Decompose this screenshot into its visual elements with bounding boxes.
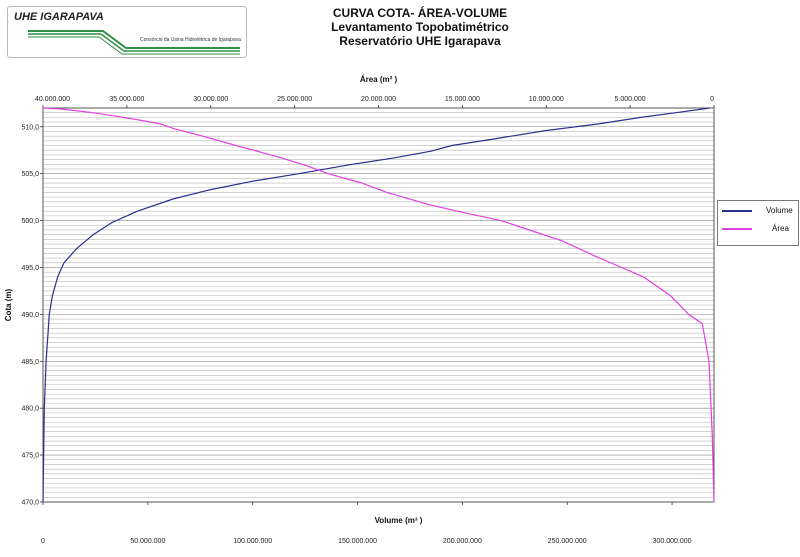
volume-tick-label: 250.000.000 (548, 538, 587, 545)
volume-tick-label: 150.000.000 (338, 538, 377, 545)
y-tick-label: 485,0 (21, 359, 39, 366)
logo-subtitle: Consórcio da Usina Hidrelétrica de Igara… (140, 37, 241, 43)
area-axis-label: Área (m² ) (360, 75, 398, 84)
series-line-area (42, 107, 715, 503)
chart-subtitle: Levantamento Topobatimétrico (331, 20, 509, 34)
legend-entry-area: Área (722, 223, 796, 235)
logo-graphic-icon (28, 30, 240, 55)
area-tick-label: 0 (710, 96, 714, 103)
area-tick-label: 20.000.000 (361, 96, 396, 103)
y-tick-label: 505,0 (21, 171, 39, 178)
series-line-volume (42, 107, 710, 503)
legend-entry-volume: Volume (722, 205, 796, 217)
y-tick-label: 495,0 (21, 265, 39, 272)
y-tick-label: 475,0 (21, 453, 39, 460)
cota-axis-label: Cota (m) (4, 288, 13, 321)
chart-subtitle-2: Reservatório UHE Igarapava (339, 34, 501, 48)
volume-tick-label: 200.000.000 (443, 538, 482, 545)
area-tick-label: 10.000.000 (529, 96, 564, 103)
company-logo: UHE IGARAPAVA Consórcio da Usina Hidrelé… (7, 6, 247, 58)
y-tick-label: 470,0 (21, 500, 39, 507)
legend-line-volume (722, 210, 752, 212)
y-tick-label: 510,0 (21, 124, 39, 131)
y-tick-label: 490,0 (21, 312, 39, 319)
chart-legend: Volume Área (717, 200, 799, 246)
volume-tick-label: 100.000.000 (233, 538, 272, 545)
volume-tick-label: 300.000.000 (653, 538, 692, 545)
y-tick-label: 480,0 (21, 406, 39, 413)
volume-tick-label: 50.000.000 (130, 538, 165, 545)
chart-title: CURVA COTA- ÁREA-VOLUME (332, 6, 508, 20)
area-tick-label: 35.000.000 (109, 96, 144, 103)
legend-label-area: Área (772, 224, 789, 233)
legend-line-area (722, 228, 752, 230)
area-tick-label: 25.000.000 (277, 96, 312, 103)
area-tick-label: 30.000.000 (193, 96, 228, 103)
area-tick-label: 15.000.000 (445, 96, 480, 103)
area-tick-label: 5.000.000 (615, 96, 646, 103)
area-tick-label: 40.000.000 (35, 96, 70, 103)
volume-tick-label: 0 (41, 538, 45, 545)
legend-label-volume: Volume (766, 206, 793, 215)
logo-brand: UHE IGARAPAVA (14, 11, 104, 23)
y-tick-label: 500,0 (21, 218, 39, 225)
volume-axis-label: Volume (m³ ) (375, 516, 423, 525)
